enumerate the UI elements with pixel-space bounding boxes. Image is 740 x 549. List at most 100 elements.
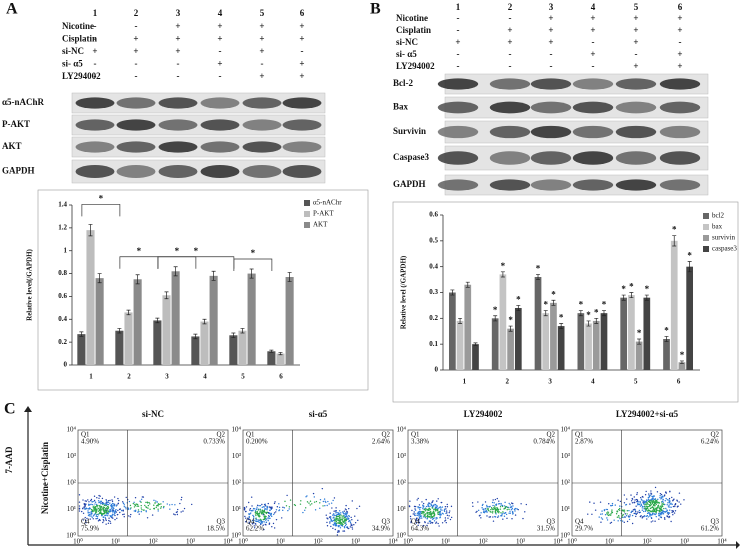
event-dot <box>243 509 246 511</box>
blot-band <box>200 119 240 131</box>
event-dot <box>354 522 357 524</box>
event-dot <box>672 505 675 508</box>
event-dot <box>657 502 659 504</box>
event-dot <box>110 506 113 508</box>
event-dot <box>655 511 657 513</box>
treatment-name: Cisplatin <box>62 34 97 44</box>
panel-label: A <box>6 1 18 18</box>
event-dot <box>489 516 492 518</box>
treatment-name: si- α5 <box>396 49 417 59</box>
event-dot <box>610 511 613 513</box>
event-dot <box>134 497 137 499</box>
error-bar <box>536 274 541 280</box>
event-dot <box>338 513 340 516</box>
blot-band <box>437 101 479 114</box>
event-dot <box>644 510 647 512</box>
treatment-sign: + <box>133 46 138 56</box>
event-dot <box>254 511 257 513</box>
treatment-sign: + <box>677 49 682 59</box>
event-dot <box>427 512 429 514</box>
event-dot <box>351 526 353 529</box>
bar <box>628 295 635 370</box>
event-dot <box>446 503 448 506</box>
event-dot <box>444 508 446 510</box>
event-dot <box>248 515 250 518</box>
event-dot <box>119 511 121 514</box>
event-dot <box>421 512 423 515</box>
event-dot <box>423 510 425 513</box>
event-dot <box>497 509 499 511</box>
event-dot <box>84 504 86 507</box>
event-dot <box>510 502 513 504</box>
event-dot <box>433 512 436 515</box>
event-dot <box>500 512 502 514</box>
event-dot <box>349 521 352 524</box>
blot-band <box>200 165 240 178</box>
event-dot <box>650 521 652 523</box>
event-dot <box>611 509 613 511</box>
event-dot <box>671 496 673 499</box>
event-dot <box>122 513 124 516</box>
event-dot <box>665 492 668 494</box>
event-dot <box>659 493 662 495</box>
event-dot <box>422 524 425 527</box>
event-dot <box>158 503 161 506</box>
event-dot <box>412 513 414 515</box>
event-dot <box>429 515 431 518</box>
error-bar <box>465 281 470 288</box>
y-axis-label: 7-AAD <box>4 446 14 473</box>
event-dot <box>658 514 660 517</box>
event-dot <box>429 508 432 511</box>
event-dot <box>259 510 261 513</box>
event-dot <box>111 499 113 501</box>
event-dot <box>96 510 98 512</box>
event-dot <box>137 509 140 511</box>
event-dot <box>593 502 595 504</box>
event-dot <box>252 514 254 517</box>
event-dot <box>83 503 86 506</box>
event-dot <box>243 507 246 510</box>
event-dot <box>677 505 679 507</box>
event-dot <box>490 507 493 509</box>
event-dot <box>267 512 270 514</box>
event-dot <box>609 514 611 516</box>
event-dot <box>95 511 98 513</box>
event-dot <box>607 514 609 516</box>
quadrant-name: Q4 <box>575 518 584 526</box>
error-bar <box>578 310 583 317</box>
event-dot <box>437 509 439 511</box>
treatment-sign: + <box>548 37 553 47</box>
event-dot <box>661 505 664 508</box>
event-dot <box>650 499 652 501</box>
y-tick-label: 1.2 <box>58 223 67 231</box>
event-dot <box>103 520 105 522</box>
event-dot <box>484 510 487 513</box>
event-dot <box>338 514 341 517</box>
y-tick-label: 0.5 <box>429 236 438 244</box>
y-axis-label: Relative level(/GAPDH) <box>26 248 34 320</box>
event-dot <box>111 511 114 513</box>
event-dot <box>635 498 638 501</box>
event-dot <box>346 527 349 529</box>
event-dot <box>481 507 483 509</box>
y-tick-label: 0.1 <box>429 340 438 348</box>
event-dot <box>637 511 639 513</box>
event-dot <box>113 507 115 510</box>
event-dot <box>512 505 514 507</box>
event-dot <box>248 509 251 511</box>
treatment-sign: - <box>592 37 595 47</box>
treatment-sign: + <box>259 46 264 56</box>
event-dot <box>411 509 413 512</box>
event-dot <box>444 520 446 522</box>
event-dot <box>662 498 664 501</box>
bar <box>247 273 256 365</box>
quadrant-percent: 0.733% <box>203 438 225 446</box>
quadrant-percent: 0.200% <box>246 438 268 446</box>
event-dot <box>420 506 422 509</box>
event-dot <box>344 519 346 521</box>
event-dot <box>99 504 101 507</box>
event-dot <box>483 511 486 514</box>
event-dot <box>113 513 115 516</box>
event-dot <box>339 519 341 521</box>
event-dot <box>183 507 186 510</box>
